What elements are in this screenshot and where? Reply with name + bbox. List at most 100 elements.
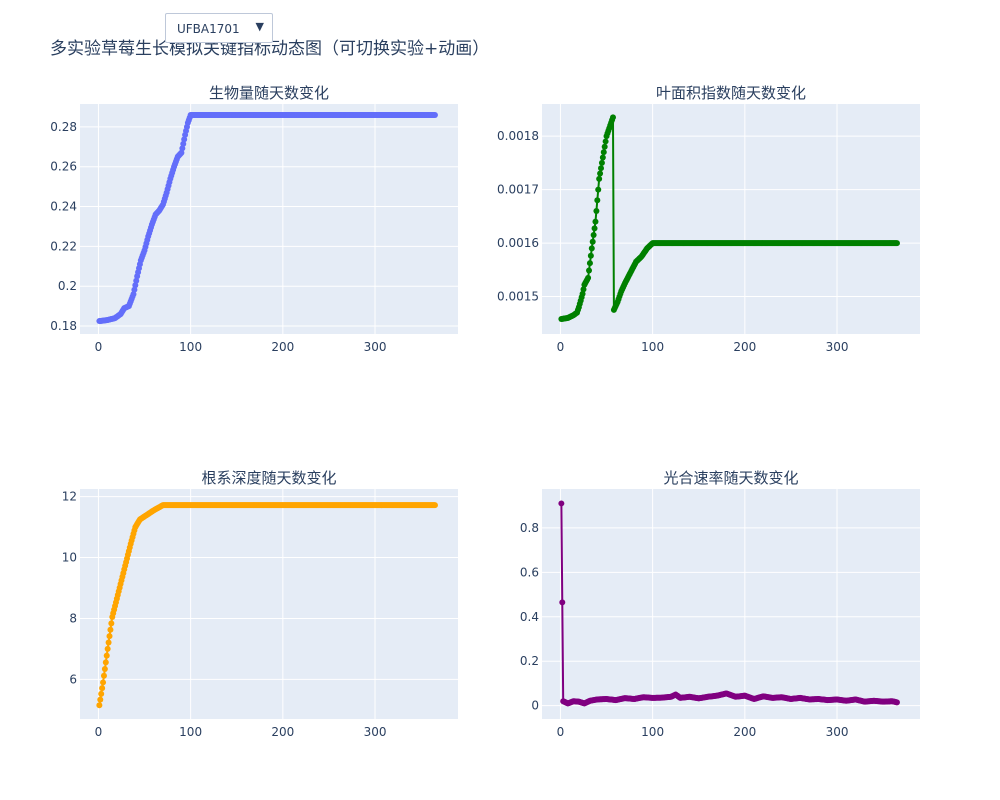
- data-point: [586, 267, 593, 274]
- x-tick-label: 0: [557, 725, 565, 739]
- plot-area: [80, 104, 458, 334]
- x-tick-label: 200: [733, 340, 756, 354]
- series-markers: [96, 111, 438, 325]
- data-point: [130, 291, 137, 298]
- data-point: [178, 149, 185, 156]
- y-tick-label: 0.28: [50, 120, 77, 134]
- y-tick-label: 10: [62, 551, 77, 565]
- data-point: [107, 626, 114, 633]
- page-title: 多实验草莓生长模拟关键指标动态图（可切换实验+动画）: [50, 39, 490, 59]
- subplot-title: 叶面积指数随天数变化: [656, 84, 806, 102]
- x-tick-label: 100: [641, 725, 664, 739]
- data-point: [595, 186, 602, 193]
- dropdown-arrow-icon: ▼: [255, 20, 264, 33]
- y-tick-label: 0.18: [50, 319, 77, 333]
- data-point: [558, 500, 565, 507]
- subplot-4: 0 100 200 300 0 0.2 0.4 0.6 0.8 光合速率随天数变化: [520, 469, 920, 739]
- x-tick-label: 200: [271, 340, 294, 354]
- y-tick-label: 0: [531, 699, 539, 713]
- data-point: [588, 245, 595, 252]
- data-point: [602, 138, 609, 145]
- data-point: [585, 274, 592, 281]
- x-tick-label: 100: [179, 725, 202, 739]
- data-point: [181, 136, 188, 143]
- data-point: [102, 659, 109, 666]
- y-tick-label: 6: [69, 672, 77, 686]
- data-point: [586, 260, 593, 267]
- subplot-1: 0 100 200 300 0.18 0.2 0.22 0.24 0.26 0.28 生物量随天数变…: [50, 84, 458, 354]
- data-point: [103, 652, 110, 659]
- data-point: [599, 154, 606, 161]
- x-tick-label: 0: [95, 725, 103, 739]
- data-point: [597, 170, 604, 177]
- data-point: [99, 685, 106, 692]
- data-point: [106, 633, 113, 640]
- x-tick-label: 0: [95, 340, 103, 354]
- data-point: [98, 690, 105, 697]
- subplot-title: 根系深度随天数变化: [201, 469, 336, 487]
- data-point: [96, 702, 103, 709]
- data-point: [179, 145, 186, 152]
- y-tick-label: 12: [62, 490, 77, 504]
- x-tick-label: 0: [557, 340, 565, 354]
- data-point: [180, 140, 187, 147]
- subplot-title: 光合速率随天数变化: [663, 469, 798, 487]
- data-point: [593, 207, 600, 214]
- data-point: [131, 286, 138, 293]
- dropdown-selected-value: UFBA1701: [177, 22, 240, 36]
- data-point: [559, 599, 566, 606]
- plot-area: [80, 489, 458, 719]
- data-point: [104, 645, 111, 652]
- data-point: [431, 111, 438, 118]
- data-point: [893, 699, 900, 706]
- data-point: [601, 143, 608, 150]
- data-point: [609, 114, 616, 121]
- data-point: [592, 218, 599, 225]
- data-point: [580, 286, 587, 293]
- x-tick-label: 100: [641, 340, 664, 354]
- data-point: [579, 290, 586, 297]
- data-point: [97, 696, 104, 703]
- x-tick-label: 300: [364, 340, 387, 354]
- data-point: [591, 225, 598, 232]
- data-point: [590, 232, 597, 239]
- x-tick-label: 200: [271, 725, 294, 739]
- y-tick-label: 8: [69, 611, 77, 625]
- data-point: [105, 639, 112, 646]
- experiment-dropdown[interactable]: UFBA1701 ▼: [165, 13, 273, 43]
- y-tick-label: 0.8: [520, 521, 539, 535]
- y-tick-label: 0.2: [58, 279, 77, 293]
- x-tick-label: 100: [179, 340, 202, 354]
- y-tick-label: 0.0016: [497, 236, 539, 250]
- y-tick-label: 0.22: [50, 239, 77, 253]
- y-tick-label: 0.0015: [497, 290, 539, 304]
- y-tick-label: 0.24: [50, 200, 77, 214]
- x-tick-label: 300: [826, 725, 849, 739]
- series-markers: [96, 502, 438, 709]
- plot-area: [542, 489, 920, 719]
- data-point: [594, 197, 601, 204]
- data-point: [132, 282, 139, 289]
- y-tick-label: 0.6: [520, 565, 539, 579]
- data-point: [598, 159, 605, 166]
- y-tick-label: 0.26: [50, 160, 77, 174]
- x-tick-label: 200: [733, 725, 756, 739]
- data-point: [596, 175, 603, 182]
- series-markers: [558, 114, 900, 323]
- data-point: [101, 666, 108, 673]
- data-point: [600, 149, 607, 156]
- data-point: [431, 502, 438, 509]
- subplot-title: 生物量随天数变化: [209, 84, 329, 102]
- y-tick-label: 0.0018: [497, 129, 539, 143]
- y-tick-label: 0.4: [520, 610, 539, 624]
- subplot-3: 0 100 200 300 6 8 10 12 根系深度随天数变化: [62, 469, 458, 739]
- data-point: [893, 240, 900, 247]
- data-point: [589, 238, 596, 245]
- y-tick-label: 0.2: [520, 654, 539, 668]
- y-tick-label: 0.0017: [497, 183, 539, 197]
- data-point: [100, 672, 107, 679]
- data-point: [598, 165, 604, 172]
- series-markers: [558, 500, 900, 707]
- data-point: [587, 252, 594, 259]
- x-tick-label: 300: [826, 340, 849, 354]
